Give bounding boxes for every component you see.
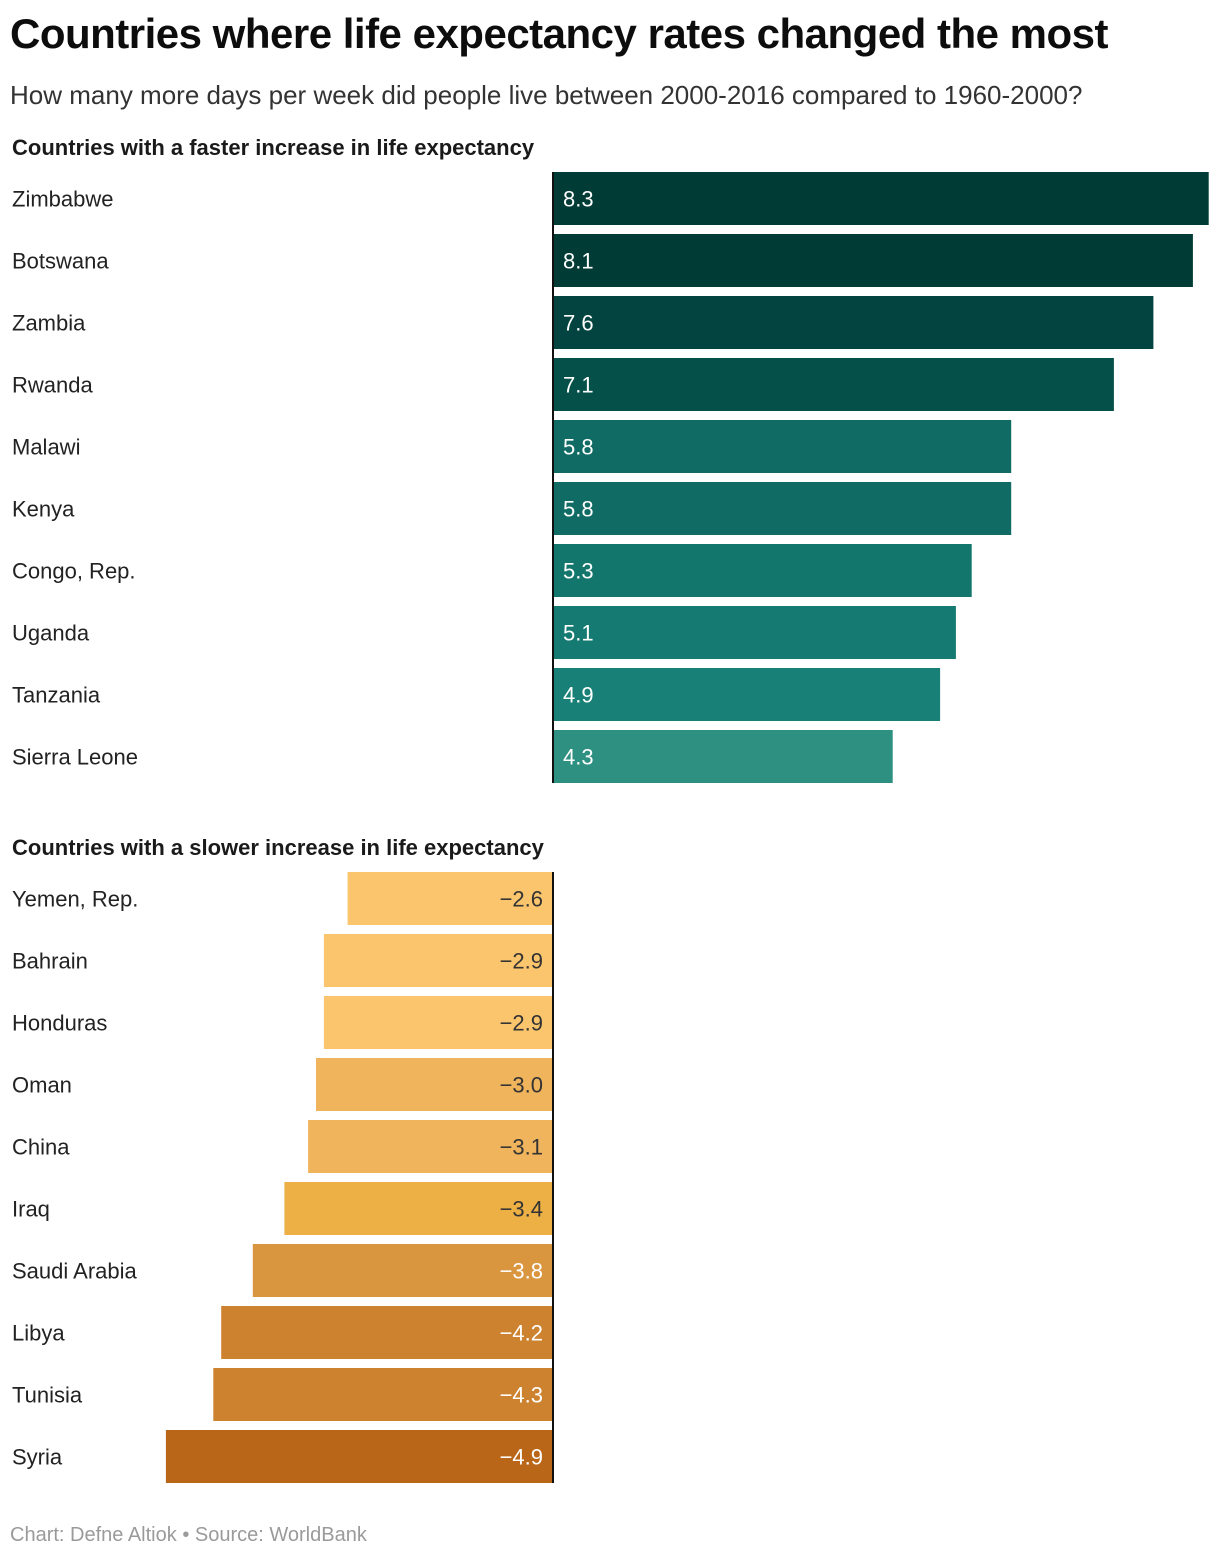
bar [553,358,1114,411]
data-label: 8.1 [563,249,594,274]
section-title-faster: Countries with a faster increase in life… [12,135,535,160]
section-title-slower: Countries with a slower increase in life… [12,835,544,860]
footer-chart-by: Chart: Defne Altiok [10,1524,177,1546]
bar [553,296,1154,349]
bar [553,606,956,659]
data-label: −4.9 [500,1445,543,1470]
category-label: China [12,1135,70,1160]
category-label: Tanzania [12,683,101,708]
bar [553,730,893,783]
bar [308,1120,553,1173]
category-label: Saudi Arabia [12,1259,138,1284]
category-label: Bahrain [12,949,88,974]
data-label: 4.3 [563,745,594,770]
data-label: −4.3 [500,1383,543,1408]
bar [347,872,553,925]
data-label: 7.6 [563,311,594,336]
category-label: Sierra Leone [12,745,138,770]
category-label: Rwanda [12,373,93,398]
data-label: −3.8 [500,1259,543,1284]
data-label: 5.8 [563,497,594,522]
bar [553,420,1012,473]
data-label: 5.1 [563,621,594,646]
category-label: Malawi [12,435,80,460]
chart-footer: Chart: Defne Altiok • Source: WorldBank [10,1524,367,1547]
category-label: Yemen, Rep. [12,887,138,912]
bar [316,1058,553,1111]
bar [284,1182,553,1235]
data-label: −2.6 [500,887,543,912]
data-label: −3.1 [500,1135,543,1160]
data-label: −3.4 [500,1197,543,1222]
bar [323,934,553,987]
bar [553,234,1193,287]
data-label: 8.3 [563,187,594,212]
data-label: 4.9 [563,683,594,708]
category-label: Oman [12,1073,72,1098]
footer-separator: • [182,1524,190,1546]
category-label: Uganda [12,621,90,646]
category-label: Syria [12,1445,63,1470]
category-label: Zambia [12,311,86,336]
data-label: −2.9 [500,1011,543,1036]
data-label: −2.9 [500,949,543,974]
bar [252,1244,554,1297]
chart-subtitle: How many more days per week did people l… [10,80,1083,110]
bar [323,996,553,1049]
data-label: 5.8 [563,435,594,460]
data-label: −4.2 [500,1321,543,1346]
bar [553,668,941,721]
data-label: 7.1 [563,373,594,398]
chart-title: Countries where life expectancy rates ch… [10,10,1109,57]
category-label: Libya [12,1321,65,1346]
footer-source: Source: WorldBank [194,1524,367,1546]
category-label: Zimbabwe [12,187,113,212]
bar [553,172,1209,225]
data-label: 5.3 [563,559,594,584]
bar [221,1306,553,1359]
faster-increase-chart: Zimbabwe 8.3 Botswana 8.1 Zambia 7.6 Rwanda 7.1… [12,172,1209,783]
bar [213,1368,554,1421]
data-label: −3.0 [500,1073,543,1098]
category-label: Congo, Rep. [12,559,136,584]
category-label: Kenya [12,497,75,522]
bar [553,482,1012,535]
bar [553,544,972,597]
category-label: Tunisia [12,1383,83,1408]
category-label: Honduras [12,1011,107,1036]
bar [165,1430,553,1483]
category-label: Botswana [12,249,109,274]
slower-increase-chart: Yemen, Rep. −2.6 Bahrain −2.9 Honduras −2.9 Om… [12,872,554,1483]
category-label: Iraq [12,1197,50,1222]
